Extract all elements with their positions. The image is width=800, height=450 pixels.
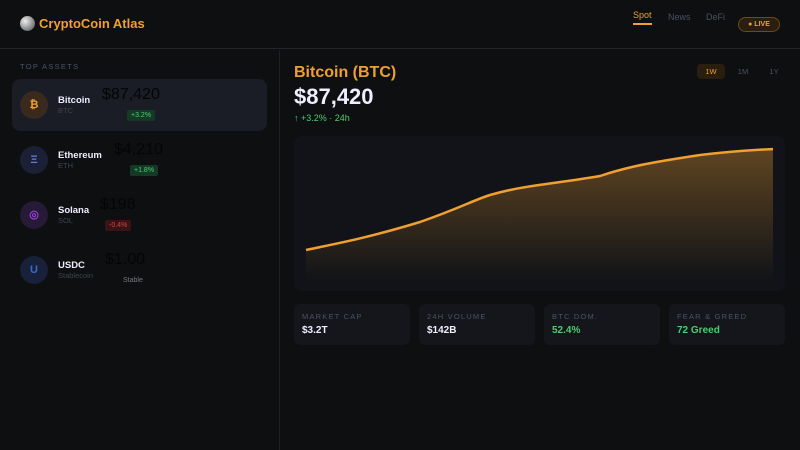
stat-value: $142B (427, 325, 457, 336)
stat-label: BTC DOM. (552, 312, 599, 321)
header: CryptoCoin Atlas Spot News DeFi ● LIVE (0, 0, 800, 49)
stat-fear-greed: FEAR & GREED 72 Greed (669, 304, 785, 345)
range-1y-button[interactable]: 1Y (769, 67, 779, 76)
sidebar: TOP ASSETS ₿ Bitcoin BTC $87,420 +3.2% Ξ… (0, 50, 280, 450)
asset-change: -0.4% (105, 220, 132, 231)
live-badge: ● LIVE (738, 17, 780, 32)
coin-logo-icon (20, 16, 35, 31)
range-1w-button[interactable]: 1W (697, 64, 725, 79)
price-area (306, 149, 773, 281)
price-change: ↑ +3.2% · 24h (294, 113, 350, 123)
asset-change: +1.8% (130, 165, 159, 176)
asset-item-usdc[interactable]: U USDC Stablecoin $1.00 Stable (12, 244, 267, 296)
asset-symbol: BTC (58, 106, 73, 115)
stat-value: 72 Greed (677, 325, 720, 336)
asset-item-ethereum[interactable]: Ξ Ethereum ETH $4,210 +1.8% (12, 134, 267, 186)
tab-news[interactable]: News (668, 12, 691, 22)
asset-name: Ethereum (58, 150, 102, 161)
solana-icon: ◎ (20, 201, 48, 229)
asset-symbol: ETH (58, 161, 73, 170)
bitcoin-icon: ₿ (20, 91, 48, 119)
usdc-icon: U (20, 256, 48, 284)
tab-spot[interactable]: Spot (633, 10, 652, 25)
ethereum-icon: Ξ (20, 146, 48, 174)
asset-price-large: $87,420 (294, 84, 374, 109)
range-1m-button[interactable]: 1M (737, 67, 749, 76)
stat-24h-volume: 24H VOLUME $142B (419, 304, 535, 345)
asset-item-bitcoin[interactable]: ₿ Bitcoin BTC $87,420 +3.2% (12, 79, 267, 131)
price-chart-svg (305, 147, 774, 281)
tab-defi[interactable]: DeFi (706, 12, 726, 22)
asset-symbol: Stablecoin (58, 271, 94, 280)
asset-symbol: SOL (58, 216, 74, 225)
asset-price: $1.00 (105, 251, 146, 268)
asset-change: +3.2% (127, 110, 156, 121)
asset-name: Bitcoin (58, 95, 91, 106)
stat-label: FEAR & GREED (677, 312, 748, 321)
stat-value: 52.4% (552, 325, 581, 336)
asset-name: USDC (58, 260, 85, 271)
asset-price: $198 (100, 196, 136, 213)
asset-price: $87,420 (102, 86, 160, 103)
logo[interactable]: CryptoCoin Atlas (20, 16, 145, 31)
asset-name: Solana (58, 205, 90, 216)
asset-title: Bitcoin (BTC) (294, 64, 397, 81)
stat-value: $3.2T (302, 325, 328, 336)
price-line (305, 147, 774, 252)
stat-btc-dominance: BTC DOM. 52.4% (544, 304, 660, 345)
stat-label: MARKET CAP (302, 312, 363, 321)
asset-item-solana[interactable]: ◎ Solana SOL $198 -0.4% (12, 189, 267, 241)
asset-price: $4,210 (114, 141, 163, 158)
stat-label: 24H VOLUME (427, 312, 487, 321)
stat-market-cap: MARKET CAP $3.2T (294, 304, 410, 345)
price-chart (294, 136, 785, 291)
section-title: TOP ASSETS (20, 62, 80, 71)
asset-change: Stable (123, 277, 143, 284)
app-title: CryptoCoin Atlas (39, 16, 145, 31)
